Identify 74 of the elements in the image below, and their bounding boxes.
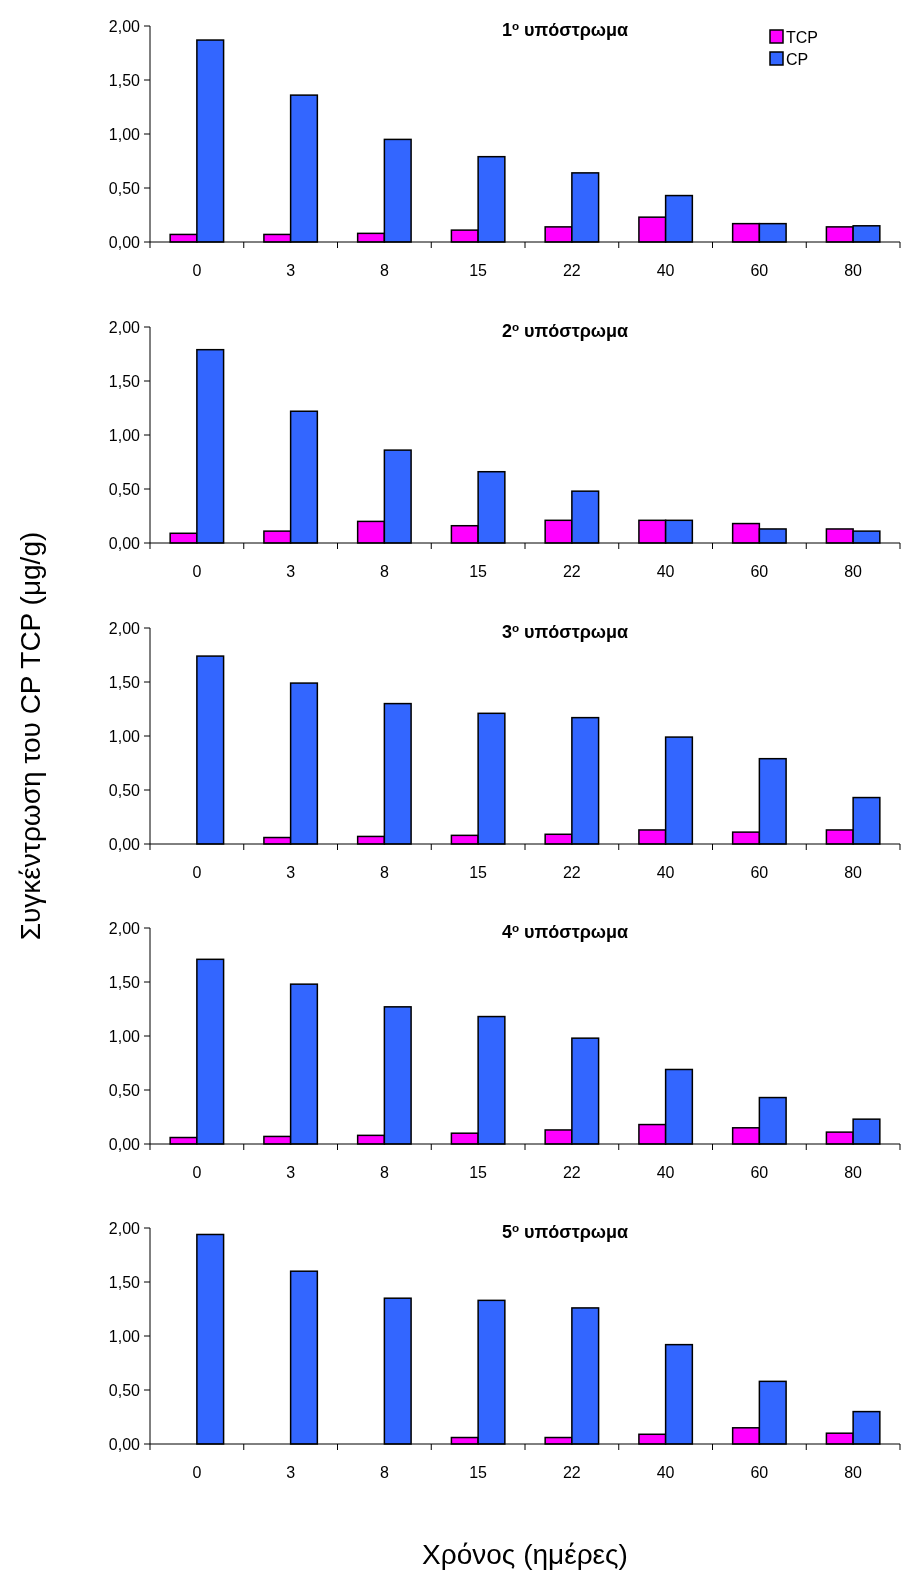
x-tick-label: 80 [844, 1464, 863, 1481]
x-tick-label: 3 [286, 563, 296, 580]
x-tick-label: 15 [469, 864, 488, 881]
x-tick-label: 15 [469, 1164, 488, 1181]
legend-label: TCP [786, 28, 818, 46]
y-tick-label: 1,50 [108, 71, 141, 89]
x-tick-label: 80 [844, 864, 863, 881]
x-tick-label: 22 [562, 1464, 581, 1481]
x-tick-label: 8 [379, 864, 389, 881]
x-tick-label: 0 [192, 1464, 202, 1481]
y-tick-label: 2,00 [108, 919, 141, 937]
y-tick-label: 1,50 [108, 673, 141, 691]
x-tick-label: 40 [656, 563, 675, 580]
x-tick-label: 22 [562, 864, 581, 881]
y-tick-label: 1,50 [108, 1273, 141, 1291]
x-tick-label: 40 [656, 1464, 675, 1481]
x-tick-label: 15 [469, 262, 488, 279]
y-tick-label: 0,00 [108, 534, 141, 552]
x-tick-label: 8 [379, 563, 389, 580]
x-tick-label: 3 [286, 262, 296, 279]
x-tick-label: 60 [750, 1164, 769, 1181]
x-tick-label: 22 [562, 262, 581, 279]
chart-title: 3$^{o}$ υπόστρωμα [501, 620, 629, 642]
x-axis-title: Χρόνος (ημέρες) [422, 1539, 628, 1570]
y-tick-label: 1,00 [108, 1327, 141, 1345]
y-tick-label: 1,00 [108, 125, 141, 143]
x-tick-label: 0 [192, 262, 202, 279]
chart-title: 4$^{o}$ υπόστρωμα [501, 920, 629, 942]
y-tick-label: 2,00 [108, 619, 141, 637]
x-tick-label: 60 [750, 864, 769, 881]
x-tick-label: 60 [750, 262, 769, 279]
x-tick-label: 8 [379, 262, 389, 279]
x-tick-label: 22 [562, 563, 581, 580]
x-tick-label: 15 [469, 563, 488, 580]
x-tick-label: 60 [750, 1464, 769, 1481]
x-tick-label: 3 [286, 1464, 296, 1481]
y-tick-label: 0,00 [108, 1435, 141, 1453]
y-tick-label: 1,50 [108, 973, 141, 991]
x-tick-label: 40 [656, 1164, 675, 1181]
y-tick-label: 0,00 [108, 1135, 141, 1153]
y-tick-label: 0,50 [108, 781, 141, 799]
y-tick-label: 0,00 [108, 835, 141, 853]
x-tick-label: 40 [656, 864, 675, 881]
x-tick-label: 22 [562, 1164, 581, 1181]
y-tick-label: 2,00 [108, 318, 141, 336]
x-tick-label: 40 [656, 262, 675, 279]
y-tick-label: 0,50 [108, 179, 141, 197]
y-tick-label: 2,00 [108, 17, 141, 35]
y-tick-label: 1,00 [108, 426, 141, 444]
x-tick-label: 15 [469, 1464, 488, 1481]
y-tick-label: 1,00 [108, 1027, 141, 1045]
x-tick-label: 0 [192, 563, 202, 580]
y-tick-label: 2,00 [108, 1219, 141, 1237]
x-tick-label: 0 [192, 864, 202, 881]
y-tick-label: 1,50 [108, 372, 141, 390]
x-tick-label: 3 [286, 864, 296, 881]
x-tick-label: 3 [286, 1164, 296, 1181]
y-tick-label: 1,00 [108, 727, 141, 745]
y-tick-label: 0,50 [108, 480, 141, 498]
y-tick-label: 0,50 [108, 1081, 141, 1099]
legend-label: CP [786, 50, 809, 68]
x-tick-label: 8 [379, 1464, 389, 1481]
chart-title: 1$^{o}$ υπόστρωμα [501, 18, 629, 40]
x-tick-label: 80 [844, 563, 863, 580]
chart-title: 2$^{o}$ υπόστρωμα [501, 319, 629, 341]
x-tick-label: 60 [750, 563, 769, 580]
y-tick-label: 0,50 [108, 1381, 141, 1399]
y-axis-title: Συγκέντρωση του CP TCP (μg/g) [15, 531, 46, 941]
chart-title: 5$^{o}$ υπόστρωμα [501, 1220, 629, 1242]
x-tick-label: 8 [379, 1164, 389, 1181]
x-tick-label: 80 [844, 1164, 863, 1181]
x-tick-label: 80 [844, 262, 863, 279]
y-tick-label: 0,00 [108, 233, 141, 251]
x-tick-label: 0 [192, 1164, 202, 1181]
